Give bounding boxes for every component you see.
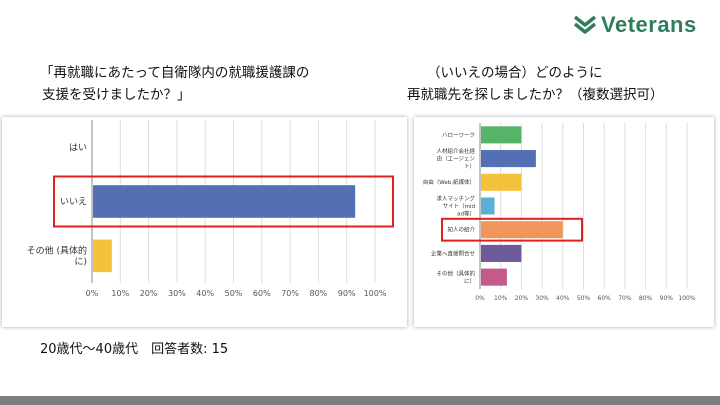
brand-name: Veterans xyxy=(601,12,697,37)
right-chart-tick-label: 100% xyxy=(678,295,695,302)
left-chart-category-label: はい xyxy=(69,142,87,153)
right-chart-tick-label: 80% xyxy=(639,295,653,302)
right-question-line2: 再就職先を探しましたか？（複数選択可） xyxy=(407,87,664,103)
left-chart-tick-label: 20% xyxy=(140,289,158,298)
left-chart-panel: 0% 10% 20% 30% 40% 50% 60% 70% 80% 90% 100% はいいいえその… xyxy=(2,117,407,327)
right-chart-category-label: 知人の紹介 xyxy=(447,226,475,234)
right-chart-bar xyxy=(481,268,507,286)
right-chart-tick-label: 50% xyxy=(577,295,591,302)
left-question: 「再就職にあたって自衛隊内の就職援護課の 支援を受けましたか？」 xyxy=(40,62,309,106)
bottom-bar xyxy=(0,396,720,405)
left-chart-tick-label: 30% xyxy=(168,289,186,298)
left-chart-bar xyxy=(93,239,112,273)
right-chart-panel: 0% 10% 20% 30% 40% 50% 60% 70% 80% 90% 100% ハローワーク人… xyxy=(414,117,714,327)
left-chart-tick-label: 10% xyxy=(111,289,129,298)
right-chart-category-label: 人材紹介会社経由（エージェント） xyxy=(436,147,475,170)
left-chart-tick-label: 60% xyxy=(253,289,271,298)
left-bar-chart: 0% 10% 20% 30% 40% 50% 60% 70% 80% 90% 100% はいいいえその… xyxy=(27,120,394,298)
left-question-line2: 支援を受けましたか？」 xyxy=(42,87,191,103)
right-chart-bar xyxy=(481,197,495,215)
left-chart-category-label: いいえ xyxy=(60,197,87,208)
right-chart-highlight-box xyxy=(441,217,583,242)
right-chart-bar xyxy=(481,221,563,239)
brand-logo: Veterans xyxy=(573,12,697,38)
right-chart-bar xyxy=(481,150,536,168)
right-chart-tick-label: 20% xyxy=(515,295,529,302)
right-chart-tick-label: 30% xyxy=(535,295,549,302)
right-chart-bar xyxy=(481,126,522,144)
left-chart-tick-label: 0% xyxy=(86,289,99,298)
right-chart-category-label: その他（具体的に） xyxy=(436,269,475,285)
right-chart-tick-label: 0% xyxy=(475,295,485,302)
left-chart-category-label: その他 (具体的に) xyxy=(27,244,87,267)
chevron-logo-icon xyxy=(573,15,597,34)
respondent-note: 20歳代〜40歳代 回答者数: 15 xyxy=(40,342,229,357)
right-chart-category-label: 求人マッチングサイト（mid ad等） xyxy=(436,194,475,217)
left-chart-highlight-box xyxy=(53,175,394,228)
right-chart-category-label: 自由（Web,紙媒体） xyxy=(423,178,475,186)
left-chart-tick-label: 90% xyxy=(338,289,356,298)
left-chart-tick-label: 100% xyxy=(364,289,387,298)
right-chart-category-label: ハローワーク xyxy=(442,132,475,139)
left-question-line1: 「再就職にあたって自衛隊内の就職援護課の xyxy=(40,65,310,81)
right-bar-chart: 0% 10% 20% 30% 40% 50% 60% 70% 80% 90% 100% ハローワーク人… xyxy=(423,123,696,302)
right-chart-category-label: 企業へ直接問合せ xyxy=(431,249,476,257)
right-chart-tick-label: 10% xyxy=(494,295,508,302)
right-chart-bar xyxy=(481,173,522,191)
right-chart-tick-label: 90% xyxy=(660,295,674,302)
left-chart-tick-label: 70% xyxy=(281,289,299,298)
right-chart-tick-label: 40% xyxy=(556,295,570,302)
left-chart-tick-label: 50% xyxy=(225,289,243,298)
right-question-line1: （いいえの場合）どのように xyxy=(427,65,603,81)
right-chart-bar xyxy=(481,244,522,262)
right-question: （いいえの場合）どのように 再就職先を探しましたか？（複数選択可） xyxy=(407,62,664,106)
right-chart-tick-label: 60% xyxy=(598,295,612,302)
left-chart-tick-label: 80% xyxy=(310,289,328,298)
right-chart-tick-label: 70% xyxy=(618,295,632,302)
left-chart-tick-label: 40% xyxy=(196,289,214,298)
left-chart-bar xyxy=(93,185,356,218)
